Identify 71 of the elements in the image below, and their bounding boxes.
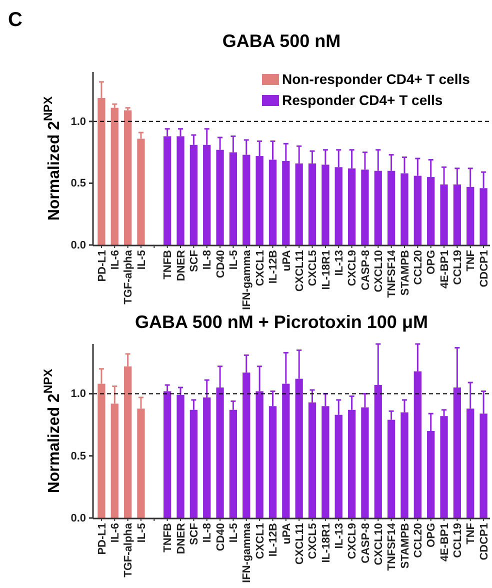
x-tick-label: CDCP1	[478, 523, 490, 560]
x-tick-label: CXCL1	[254, 250, 266, 286]
x-tick-label: CXCL5	[307, 523, 320, 560]
x-tick-label: IL-5	[228, 523, 240, 543]
x-tick-label: CDCP1	[478, 250, 490, 288]
y-tick-label: 0.5	[70, 450, 86, 462]
x-tick-label: IL-8	[202, 523, 214, 543]
x-tick-label: 4E-BP1	[438, 250, 451, 289]
x-tick-label: PD-L1	[96, 523, 108, 555]
legend-label: Non-responder CD4+ T cells	[282, 71, 470, 87]
y-tick-label: 0.0	[70, 240, 86, 252]
x-tick-label: IL-13	[333, 250, 346, 276]
x-tick-label: 4E-BP1	[438, 523, 451, 562]
y-tick-label: 1.0	[70, 116, 86, 128]
x-tick-label: CXCL11	[294, 523, 306, 565]
x-tick-label: uPA	[280, 522, 293, 544]
y-tick-label: 0.0	[70, 512, 86, 525]
x-tick-label: SCF	[188, 250, 201, 272]
x-tick-label: IFN-gamma	[241, 249, 254, 310]
x-tick-label: STAMPB	[399, 522, 412, 569]
legend-label: Responder CD4+ T cells	[282, 92, 443, 108]
x-tick-label: TNFB	[162, 522, 174, 552]
x-tick-label: IL-5	[136, 523, 148, 543]
chart-title: GABA 500 nM + Picrotoxin 100 μM	[135, 312, 428, 332]
x-tick-label: IL-12B	[268, 250, 280, 284]
x-tick-label: CASP-8	[360, 250, 372, 290]
x-tick-label: TNFSF14	[386, 522, 398, 571]
x-tick-label: TNF	[465, 522, 478, 544]
x-tick-label: IL-18R1	[320, 250, 332, 290]
x-tick-label: OPG	[426, 250, 438, 274]
x-tick-label: CXCL9	[346, 523, 359, 560]
x-tick-label: IL-5	[136, 250, 148, 270]
bar	[110, 108, 118, 245]
x-tick-label: CD40	[214, 250, 227, 278]
x-tick-label: TGF-alpha	[122, 522, 135, 578]
chart-title: GABA 500 nM	[222, 31, 341, 51]
x-tick-label: IL-18R1	[320, 523, 332, 563]
x-tick-label: CXCL5	[307, 250, 320, 286]
x-tick-label: IL-6	[109, 250, 122, 270]
x-tick-label: CXCL10	[372, 523, 385, 566]
x-tick-label: IL-8	[202, 250, 214, 270]
y-tick-label: 1.0	[70, 388, 86, 400]
x-tick-label: CD40	[214, 523, 227, 552]
x-tick-label: CXCL9	[346, 250, 359, 286]
x-tick-label: TNFB	[162, 250, 174, 280]
x-tick-label: IL-5	[228, 250, 240, 270]
x-tick-label: IFN-gamma	[241, 522, 254, 583]
x-tick-label: CASP-8	[360, 523, 372, 564]
x-tick-label: IL-12B	[268, 522, 280, 557]
y-tick-label: 0.5	[70, 178, 86, 190]
text: C	[8, 9, 22, 31]
x-tick-label: CXCL1	[254, 523, 266, 560]
x-tick-label: uPA	[280, 250, 293, 272]
x-tick-label: CCL20	[412, 523, 425, 558]
x-tick-label: DNER	[175, 250, 188, 282]
x-tick-label: CCL20	[412, 250, 425, 285]
x-tick-label: CXCL10	[372, 250, 385, 292]
x-tick-label: IL-6	[109, 523, 122, 543]
x-tick-label: CXCL11	[294, 250, 306, 292]
x-tick-label: OPG	[426, 523, 438, 548]
x-tick-label: PD-L1	[96, 250, 108, 282]
x-tick-label: IL-13	[333, 523, 346, 549]
x-tick-label: TNFSF14	[386, 249, 398, 298]
x-tick-label: STAMPB	[399, 250, 412, 296]
x-tick-label: TNF	[465, 250, 478, 272]
x-tick-label: TGF-alpha	[122, 249, 135, 304]
x-tick-label: CCL19	[452, 250, 464, 285]
x-tick-label: SCF	[188, 522, 201, 545]
x-tick-label: CCL19	[452, 523, 464, 558]
bar	[124, 110, 132, 245]
x-tick-label: DNER	[175, 522, 188, 554]
